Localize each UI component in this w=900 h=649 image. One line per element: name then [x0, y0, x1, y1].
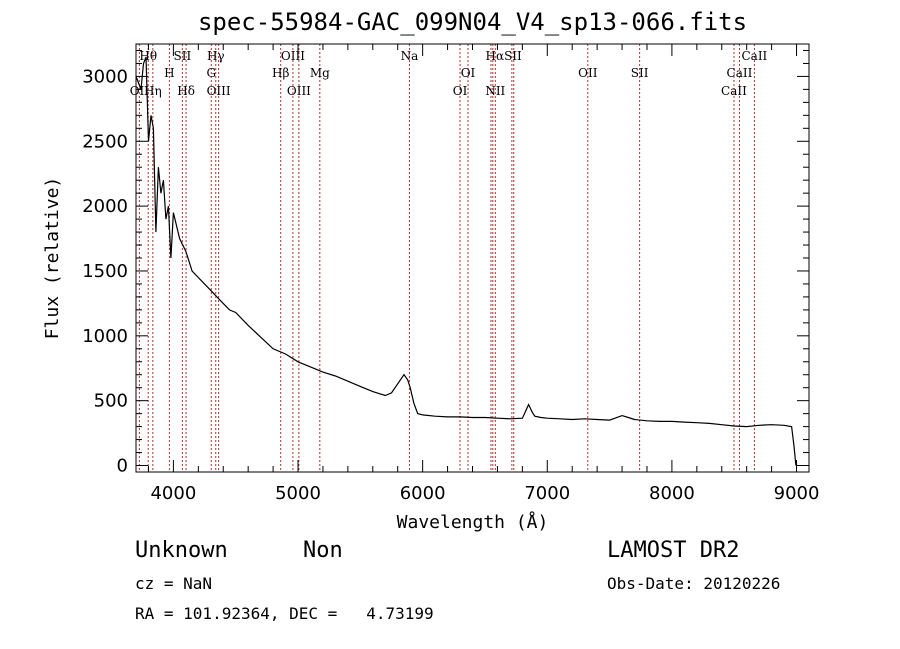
line-label: CaII — [741, 49, 767, 63]
y-tick-label: 0 — [117, 456, 128, 477]
chart-title: spec-55984-GAC_099N04_V4_sp13-066.fits — [197, 8, 748, 36]
line-label: Hδ — [177, 84, 195, 98]
x-tick-label: 9000 — [774, 483, 820, 504]
line-label: Na — [401, 49, 419, 63]
line-label: Hγ — [207, 49, 225, 63]
x-tick-label: 5000 — [275, 483, 321, 504]
x-tick-label: 7000 — [524, 483, 570, 504]
x-tick-label: 6000 — [400, 483, 446, 504]
line-label: OIII — [207, 84, 231, 98]
line-label: OII — [578, 66, 598, 80]
survey-label: LAMOST DR2 — [607, 538, 740, 563]
line-label: Hη — [144, 84, 162, 98]
y-tick-label: 1000 — [82, 326, 128, 347]
x-tick-label: 8000 — [649, 483, 695, 504]
y-tick-label: 1500 — [82, 261, 128, 282]
line-label: Hθ — [139, 49, 157, 63]
y-tick-label: 2000 — [82, 196, 128, 217]
spectrum-line — [135, 56, 797, 466]
cz-label: cz = NaN — [135, 574, 213, 593]
line-label: H — [164, 66, 174, 80]
y-axis-label: Flux (relative) — [42, 177, 63, 340]
radec-label: RA = 101.92364, DEC = 4.73199 — [135, 604, 434, 623]
line-label: SII — [174, 49, 192, 63]
line-label: CaII — [727, 66, 753, 80]
line-label: CaII — [721, 84, 747, 98]
line-label: OI — [453, 84, 468, 98]
line-label: G — [206, 66, 216, 80]
x-tick-label: 4000 — [150, 483, 196, 504]
y-tick-label: 500 — [94, 391, 128, 412]
line-label: NII — [485, 84, 505, 98]
plot-frame — [135, 43, 810, 473]
y-tick-label: 3000 — [82, 66, 128, 87]
line-label: HαSII — [486, 49, 523, 63]
line-label: Hβ — [272, 66, 289, 80]
line-label: OIII — [281, 49, 305, 63]
obsdate-label: Obs-Date: 20120226 — [607, 574, 781, 593]
x-axis-label: Wavelength (Å) — [397, 511, 549, 533]
line-label: OII — [130, 84, 150, 98]
line-label: SII — [631, 66, 649, 80]
y-tick-label: 2500 — [82, 131, 128, 152]
line-label: OI — [461, 66, 476, 80]
class-label: Unknown — [135, 538, 228, 563]
line-label: OIII — [287, 84, 311, 98]
line-label: Mg — [310, 66, 330, 80]
subclass-label: Non — [303, 538, 343, 563]
